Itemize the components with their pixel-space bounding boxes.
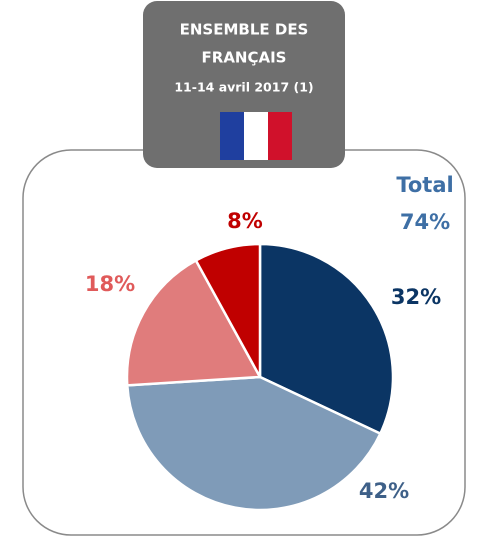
pie-slice xyxy=(258,242,395,436)
flag-white xyxy=(244,112,268,160)
pie-slice xyxy=(194,242,262,378)
pie-slice xyxy=(125,375,383,512)
pie-slice xyxy=(125,258,263,387)
title-line: ENSEMBLE DES xyxy=(180,21,309,39)
data-label: 8% xyxy=(227,209,263,233)
title-line: FRANÇAIS xyxy=(202,49,287,67)
data-label: 32% xyxy=(391,285,441,309)
annotation: Total xyxy=(396,173,453,197)
annotation: 74% xyxy=(400,210,450,234)
subtitle: 11-14 avril 2017 (1) xyxy=(174,80,313,95)
flag-blue xyxy=(220,112,244,160)
flag xyxy=(220,112,292,160)
data-label: 18% xyxy=(85,272,135,296)
flag-red xyxy=(268,112,292,160)
header-box xyxy=(143,1,345,168)
data-label: 42% xyxy=(359,479,409,503)
